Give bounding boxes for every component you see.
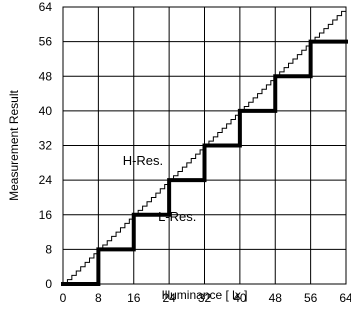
x-tick-label: 8 <box>95 291 102 305</box>
y-tick-label: 16 <box>39 208 53 222</box>
x-tick-label: 24 <box>162 291 176 305</box>
annotations: H-Res. L-Res. <box>123 153 197 224</box>
y-tick-label: 24 <box>39 173 53 187</box>
y-tick-label: 56 <box>39 35 53 49</box>
y-tick-label: 32 <box>39 139 53 153</box>
x-tick-label: 40 <box>233 291 247 305</box>
x-tick-label: 0 <box>60 291 67 305</box>
y-tick-label: 0 <box>45 277 52 291</box>
x-tick-label: 64 <box>339 291 351 305</box>
x-tick-label: 32 <box>198 291 212 305</box>
y-axis-title: Measurement Result <box>7 89 21 200</box>
x-axis-title: Illuminance [ lx ] <box>161 288 247 302</box>
series-annotation: H-Res. <box>123 153 163 168</box>
x-tick-label: 16 <box>127 291 141 305</box>
plot-frame <box>62 6 347 285</box>
y-tick-label: 8 <box>45 242 52 256</box>
series-layer <box>61 10 348 286</box>
x-tick-label: 48 <box>269 291 283 305</box>
series-line-l-res <box>61 39 348 286</box>
x-axis-ticks: 0 8 16 24 32 40 48 56 64 <box>60 291 351 305</box>
y-axis-ticks: 0 8 16 24 32 40 48 56 64 <box>39 0 53 291</box>
y-tick-label: 64 <box>39 0 53 14</box>
y-tick-label: 40 <box>39 104 53 118</box>
x-tick-label: 56 <box>304 291 318 305</box>
series-annotation: L-Res. <box>158 209 196 224</box>
y-tick-label: 48 <box>39 69 53 83</box>
